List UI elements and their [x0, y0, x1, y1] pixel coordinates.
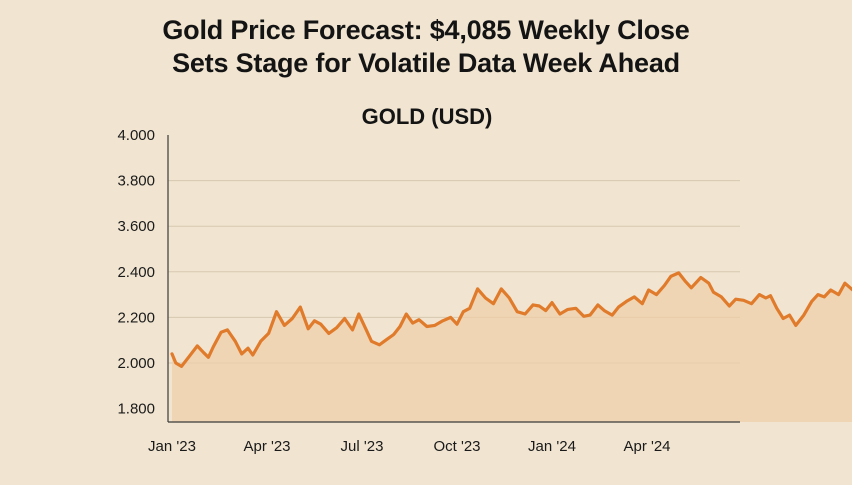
y-tick-label: 2.400 — [117, 264, 155, 281]
chart-title: GOLD (USD) — [362, 104, 493, 129]
page-title-line-1: Gold Price Forecast: $4,085 Weekly Close — [162, 15, 690, 45]
x-tick-label: Apr '24 — [623, 438, 670, 455]
y-tick-label: 3.800 — [117, 173, 155, 190]
page-title: Gold Price Forecast: $4,085 Weekly Close… — [0, 14, 852, 80]
x-tick-label: Jul '23 — [341, 438, 384, 455]
area-fill-shape — [172, 272, 852, 422]
y-axis-ticks: 4.000 3.800 3.600 2.400 2.200 2.000 1.800 — [117, 127, 155, 418]
y-tick-label: 2.000 — [117, 355, 155, 372]
y-tick-label: 1.800 — [117, 401, 155, 418]
x-tick-label: Jan '24 — [528, 438, 576, 455]
axes — [167, 135, 740, 423]
x-tick-label: Oct '23 — [433, 438, 480, 455]
price-line — [170, 271, 852, 368]
area-fill — [172, 272, 852, 422]
y-tick-label: 2.200 — [117, 309, 155, 326]
y-tick-label: 3.600 — [117, 218, 155, 235]
x-tick-label: Apr '23 — [243, 438, 290, 455]
x-axis-ticks: Jan '23 Apr '23 Jul '23 Oct '23 Jan '24 Apr '… — [148, 438, 670, 455]
x-tick-label: Jan '23 — [148, 438, 196, 455]
page-title-line-2: Sets Stage for Volatile Data Week Ahead — [172, 48, 680, 78]
price-series — [170, 271, 852, 368]
y-tick-label: 4.000 — [117, 127, 155, 144]
